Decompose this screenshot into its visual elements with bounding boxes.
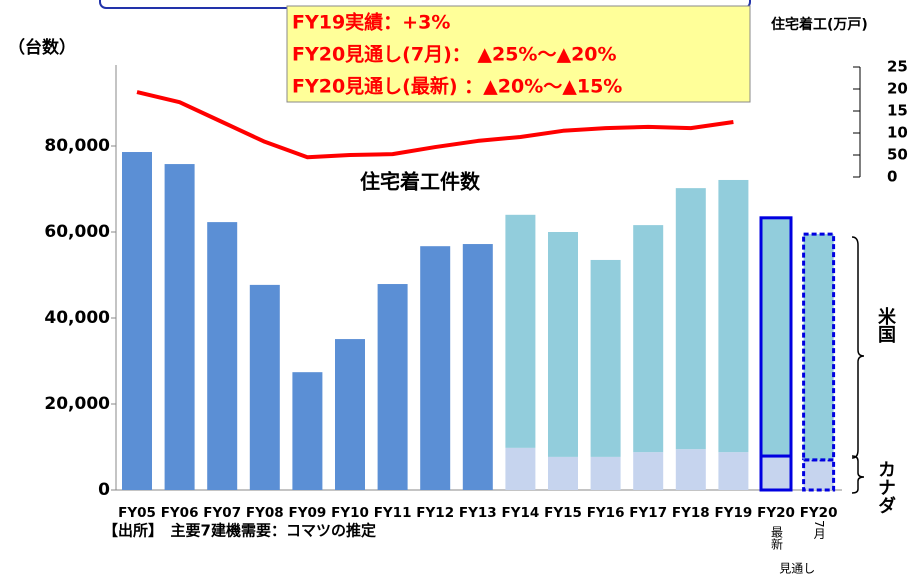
x-tick-label: FY12 bbox=[416, 505, 454, 521]
bar bbox=[292, 372, 323, 490]
bar bbox=[633, 452, 664, 490]
x-sublabel: 最新 bbox=[770, 526, 784, 550]
x-tick-label: FY08 bbox=[246, 505, 284, 521]
x-tick-label: FY09 bbox=[289, 505, 327, 521]
us-brace bbox=[851, 236, 865, 459]
annotation-text: FY20見通し(最新) ：▲20%～▲15% bbox=[292, 75, 622, 98]
y2-tick-label: 0 bbox=[887, 168, 897, 186]
bar bbox=[590, 259, 621, 457]
bar bbox=[633, 225, 664, 453]
bar bbox=[718, 179, 749, 453]
y-tick-label: 0 bbox=[98, 480, 110, 500]
bar bbox=[335, 339, 365, 490]
bar bbox=[207, 222, 238, 491]
y2-tick-label: 200 bbox=[887, 80, 908, 98]
bar bbox=[802, 232, 836, 462]
x-tick-label: FY14 bbox=[502, 505, 540, 521]
bar bbox=[548, 232, 578, 457]
y2-tick-label: 100 bbox=[887, 124, 908, 142]
y-tick-label: 80,000 bbox=[44, 136, 110, 156]
y2-axis-label: 住宅着工(万戸) bbox=[771, 16, 868, 33]
legend-canada: カナダ bbox=[875, 460, 896, 514]
bar bbox=[164, 164, 195, 490]
y-tick-label: 20,000 bbox=[44, 394, 110, 414]
bar bbox=[462, 244, 493, 490]
x-tick-label: FY06 bbox=[161, 505, 199, 521]
bar bbox=[505, 214, 536, 448]
y2-tick-label: 50 bbox=[887, 146, 908, 164]
y-tick-label: 40,000 bbox=[44, 308, 110, 328]
source: 【出所】 主要7建機需要：コマツの推定 bbox=[103, 522, 376, 540]
bar bbox=[548, 456, 578, 490]
bar bbox=[718, 452, 749, 490]
x-tick-label: FY19 bbox=[715, 505, 753, 521]
annotation-text: FY19実績：+3% bbox=[292, 11, 450, 34]
bar bbox=[802, 458, 836, 492]
bar bbox=[420, 246, 451, 490]
x-tick-label: FY18 bbox=[672, 505, 710, 521]
y-tick-label: 60,000 bbox=[44, 222, 110, 242]
canada-brace bbox=[851, 455, 865, 494]
x-tick-label: FY13 bbox=[459, 505, 497, 521]
annotation-text: FY20見通し(7月)： ▲25%～▲20% bbox=[292, 44, 617, 66]
x-tick-label: FY10 bbox=[331, 505, 369, 521]
legend-us: 米国 bbox=[875, 306, 896, 344]
x-tick-label: FY17 bbox=[629, 505, 667, 521]
x-tick-label: FY07 bbox=[203, 505, 241, 521]
bar bbox=[122, 152, 152, 490]
x-tick-label: FY05 bbox=[118, 505, 156, 521]
bar bbox=[675, 188, 706, 450]
x-tick-label: FY16 bbox=[587, 505, 625, 521]
x-tick-label: FY20 bbox=[757, 505, 795, 521]
y2-tick-label: 250 bbox=[887, 58, 908, 76]
bar bbox=[759, 454, 793, 492]
x-tick-label: FY20 bbox=[800, 505, 838, 521]
y2-tick-label: 150 bbox=[887, 102, 908, 120]
x-sublabel: 7月 bbox=[812, 520, 826, 540]
x-tick-label: FY11 bbox=[374, 505, 412, 521]
line-label: 住宅着工件数 bbox=[360, 170, 481, 194]
bar bbox=[377, 284, 408, 490]
bar bbox=[505, 447, 536, 490]
bar bbox=[590, 456, 621, 490]
y-axis-label: （台数） bbox=[8, 37, 76, 58]
bar bbox=[249, 284, 280, 490]
bar bbox=[675, 449, 706, 490]
annotation-box bbox=[286, 5, 751, 103]
x-tick-label: FY15 bbox=[544, 505, 582, 521]
bar bbox=[759, 216, 793, 458]
line bbox=[136, 90, 734, 160]
x-sublabel-common: 見通し bbox=[779, 562, 815, 576]
